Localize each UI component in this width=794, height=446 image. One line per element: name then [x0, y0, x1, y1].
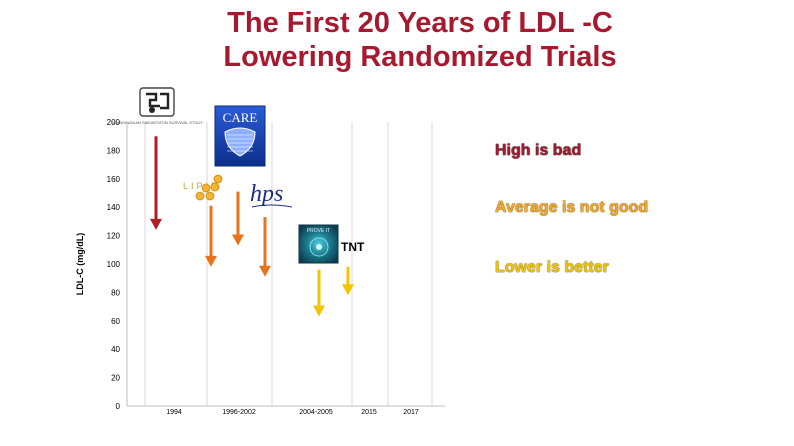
lipid-hex [205, 191, 215, 201]
logo-mark [146, 92, 170, 110]
arrow-head [232, 234, 244, 246]
chart-marks [150, 136, 354, 317]
slide-title: The First 20 Years of LDL -C Lowering Ran… [223, 7, 617, 73]
arrow-head [150, 218, 162, 230]
arrow-hps [259, 217, 271, 277]
y-axis-label: LDL-C (mg/dL) [75, 233, 85, 295]
hps-logo: hps [250, 181, 293, 208]
arrow-tnt [342, 266, 354, 296]
logo-caption: SCANDINAVIAN SIMVASTATIN SURVIVAL STUDY [111, 120, 203, 125]
y-tick-label: 60 [111, 317, 120, 326]
lipid-logo: LIPID [183, 174, 223, 201]
note-high-is-bad: High is bad [495, 142, 582, 159]
scandinavian-simvastatin-logo: SCANDINAVIAN SIMVASTATIN SURVIVAL STUDY [111, 87, 203, 125]
y-tick-label: 20 [111, 374, 120, 383]
prove-text: PROVE IT [307, 228, 330, 234]
lipid-hex [213, 174, 223, 184]
y-tick-label: 160 [107, 175, 121, 184]
y-tick-label: 0 [116, 402, 121, 411]
hps-underline [251, 204, 293, 208]
note-lower-is-better: Lower is better [495, 259, 609, 276]
prove-core [316, 244, 322, 250]
arrow-head [313, 305, 325, 317]
prove-ring [309, 237, 329, 257]
prove-it-logo: PROVE IT [298, 224, 339, 264]
x-tick-label: 2015 [361, 409, 377, 416]
arrow-4s [150, 136, 162, 230]
y-tick-label: 140 [107, 203, 121, 212]
lipid-hex [195, 191, 205, 201]
note-average-is-not-good: Average is not good [495, 199, 649, 216]
chart-logos: SCANDINAVIAN SIMVASTATIN SURVIVAL STUDY C… [111, 87, 365, 264]
arrow-care [232, 191, 244, 246]
x-tick-label: 2004-2005 [299, 409, 333, 416]
arrow-head [259, 265, 271, 277]
x-tick-label: 1994 [166, 409, 182, 416]
lipid-hex [210, 182, 220, 192]
arrow-prove-it [313, 269, 325, 317]
y-tick-label: 100 [107, 260, 121, 269]
y-tick-label: 200 [107, 118, 121, 127]
y-tick-label: 120 [107, 232, 121, 241]
hps-text: hps [250, 181, 283, 207]
lipid-hex [201, 183, 211, 193]
chart-axes: 0 20 40 60 80 100 120 140 160 180 200 1994 1996-2002… [75, 118, 445, 416]
logo-dot [149, 107, 155, 113]
care-logo: CARE [214, 105, 266, 167]
lipid-text: LIPID [183, 181, 221, 191]
tnt-label: TNT [341, 240, 365, 254]
prove-box [298, 224, 339, 264]
x-tick-label: 1996-2002 [222, 409, 256, 416]
arrow-head [205, 255, 217, 267]
x-tick-label: 2017 [403, 409, 419, 416]
arrow-lipid [205, 205, 217, 267]
care-text: CARE [223, 110, 258, 125]
y-tick-label: 180 [107, 146, 121, 155]
y-tick-label: 40 [111, 345, 120, 354]
arrow-head [342, 284, 354, 296]
y-tick-label: 80 [111, 288, 120, 297]
